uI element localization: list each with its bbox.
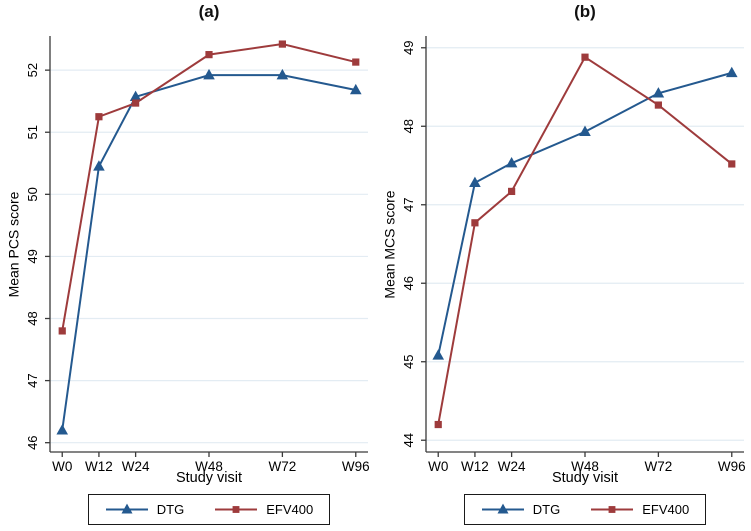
x-tick-label: W72 (269, 459, 297, 474)
y-tick-label: 47 (25, 373, 40, 387)
triangle-marker (432, 349, 445, 360)
square-marker (608, 506, 616, 513)
series-line-dtg (437, 71, 733, 356)
x-tick-label: W12 (461, 459, 489, 474)
triangle-marker (349, 83, 362, 95)
efv400-line-square-icon (215, 506, 258, 513)
x-tick-label: W0 (52, 459, 72, 474)
y-tick-label: 44 (401, 433, 416, 447)
triangle-marker (505, 156, 518, 168)
square-marker (434, 420, 442, 429)
legend-item-dtg: DTG (105, 502, 184, 517)
x-tick-label: W96 (718, 459, 746, 474)
square-marker (58, 327, 66, 335)
triangle-marker (129, 90, 142, 102)
square-marker (132, 99, 140, 107)
triangle-marker (497, 503, 509, 514)
x-tick-label: W24 (122, 459, 150, 474)
panel-a-legend: DTG EFV400 (87, 494, 331, 525)
panel-b-title: (b) (574, 2, 596, 21)
triangle-marker (652, 87, 665, 98)
panel-a-title: (a) (198, 2, 220, 21)
square-marker (728, 160, 736, 168)
panel-b: (b) Mean MCS score 44 45 46 47 48 49 W0 W12 W24 W… (376, 0, 751, 531)
y-tick-label: 49 (25, 249, 40, 263)
series-line-dtg (61, 74, 356, 431)
triangle-marker (579, 125, 591, 136)
square-marker (232, 506, 240, 513)
efv400-line-square-icon (591, 506, 634, 513)
square-marker (581, 53, 589, 61)
panel-b-x-axis-label: Study visit (551, 470, 619, 486)
legend-label-dtg: DTG (532, 502, 561, 517)
legend-item-efv400: EFV400 (590, 502, 689, 517)
x-tick-label: W72 (645, 459, 673, 474)
y-tick-label: 52 (25, 63, 40, 77)
triangle-marker (469, 176, 481, 187)
triangle-marker (93, 160, 105, 171)
y-tick-label: 46 (401, 276, 416, 290)
square-marker (654, 101, 662, 109)
x-tick-label: W0 (428, 459, 448, 474)
y-tick-label: 45 (401, 355, 416, 369)
square-marker (205, 51, 213, 59)
square-marker (471, 219, 479, 227)
legend-label-efv400: EFV400 (642, 502, 690, 517)
legend-label-dtg: DTG (156, 502, 185, 517)
y-tick-label: 46 (25, 435, 40, 449)
triangle-marker (121, 503, 133, 514)
panel-b-legend-row: DTG EFV400 (426, 494, 744, 525)
legend-item-dtg: DTG (481, 502, 560, 517)
triangle-marker (276, 68, 289, 80)
x-tick-label: W24 (498, 459, 526, 474)
series-line-efv400 (437, 55, 733, 425)
y-tick-label: 48 (25, 311, 40, 325)
y-tick-label: 48 (401, 119, 416, 133)
square-marker (508, 187, 516, 196)
square-marker (278, 40, 286, 48)
x-tick-label: W48 (571, 459, 599, 474)
panel-a: (a) Mean PCS score 46 47 48 49 50 51 52 W0 W12 W2… (0, 0, 375, 531)
y-tick-label: 50 (25, 187, 40, 201)
x-tick-label: W96 (342, 459, 370, 474)
dtg-line-triangle-icon (105, 503, 148, 514)
square-marker (95, 113, 103, 121)
square-marker (352, 58, 360, 66)
series-line-efv400 (61, 43, 357, 332)
x-tick-label: W48 (195, 459, 223, 474)
panel-b-legend: DTG EFV400 (463, 494, 707, 525)
y-tick-label: 51 (25, 125, 40, 139)
panel-b-plot: 44 45 46 47 48 49 W0 W12 W24 W48 W72 W96 (401, 36, 746, 474)
dtg-line-triangle-icon (481, 503, 524, 514)
y-tick-label: 49 (401, 41, 416, 55)
panel-a-plot: 46 47 48 49 50 51 52 W0 W12 W24 W48 W72 W96 (25, 36, 370, 474)
legend-item-efv400: EFV400 (214, 502, 313, 517)
panel-a-x-axis-label: Study visit (175, 470, 243, 486)
triangle-marker (56, 424, 69, 435)
panel-a-legend-row: DTG EFV400 (50, 494, 368, 525)
x-tick-label: W12 (85, 459, 113, 474)
legend-label-efv400: EFV400 (266, 502, 314, 517)
triangle-marker (725, 66, 738, 78)
y-tick-label: 47 (401, 198, 416, 212)
triangle-marker (203, 68, 215, 80)
